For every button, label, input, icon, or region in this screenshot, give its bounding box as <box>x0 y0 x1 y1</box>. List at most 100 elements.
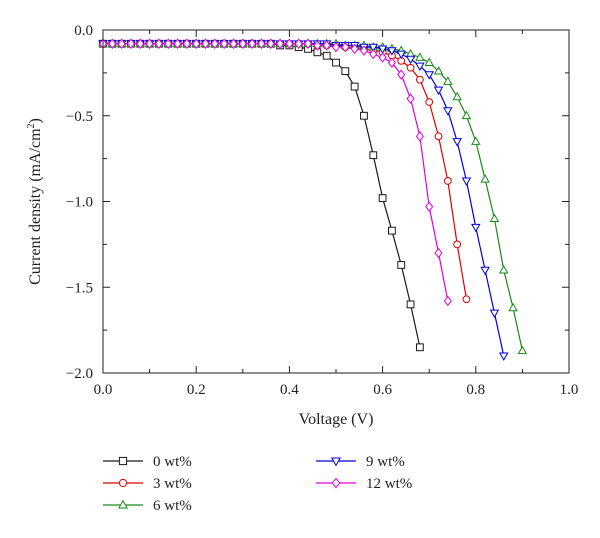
x-tick-label: 1.0 <box>560 382 579 398</box>
legend-label: 9 wt% <box>366 454 405 470</box>
data-point <box>192 38 201 49</box>
data-point <box>210 38 219 49</box>
data-point <box>461 110 472 120</box>
data-point <box>452 138 462 147</box>
data-point <box>397 69 406 80</box>
y-tick-label: −2.0 <box>66 366 93 382</box>
data-point <box>331 41 341 53</box>
legend-item: 6 wt% <box>103 498 192 514</box>
data-point <box>405 55 416 65</box>
y-tick-label: −1.5 <box>66 280 93 296</box>
data-point <box>480 266 490 276</box>
y-tick-label: −1.0 <box>66 195 93 211</box>
x-tick-label: 0.4 <box>280 382 299 398</box>
data-point <box>387 47 397 56</box>
data-point <box>406 300 415 309</box>
series-line <box>103 43 468 300</box>
data-point <box>276 38 285 49</box>
data-point <box>294 38 303 49</box>
legend-item: 3 wt% <box>103 476 192 492</box>
data-point <box>434 132 443 141</box>
data-point <box>433 86 444 96</box>
data-point <box>350 82 359 91</box>
data-point <box>257 38 266 49</box>
data-point <box>415 52 425 61</box>
legend-label: 0 wt% <box>153 454 192 470</box>
data-point <box>238 38 247 49</box>
data-point <box>415 343 424 352</box>
data-point <box>164 38 173 49</box>
legend-label: 6 wt% <box>153 498 192 514</box>
data-point <box>461 177 472 187</box>
data-point <box>118 478 128 488</box>
data-point <box>304 38 313 49</box>
data-point <box>368 43 379 53</box>
data-point <box>360 111 368 120</box>
y-axis-label-main: Current density (mA/cm <box>27 128 44 285</box>
y-tick-label: 0.0 <box>74 23 93 39</box>
data-point <box>425 201 434 212</box>
series-layer <box>98 38 528 361</box>
data-point <box>406 93 415 104</box>
y-axis-label-close: ) <box>27 118 44 123</box>
data-point <box>415 62 425 72</box>
data-point <box>471 223 481 233</box>
data-point <box>182 38 191 49</box>
data-point <box>341 67 350 76</box>
data-point <box>173 38 182 49</box>
data-point <box>471 136 481 145</box>
data-point <box>424 71 434 80</box>
data-point <box>285 38 294 49</box>
data-point <box>331 457 341 467</box>
data-point <box>489 309 500 319</box>
series-6-wt <box>98 38 528 355</box>
data-point <box>145 38 154 49</box>
data-point <box>154 38 163 49</box>
data-point <box>350 43 359 55</box>
series-0-wt <box>99 39 424 352</box>
y-axis-label: Current density (mA/cm2) <box>26 118 44 285</box>
data-point <box>443 107 453 116</box>
data-point <box>498 352 509 361</box>
data-point <box>136 38 145 49</box>
plot-frame <box>102 29 570 374</box>
data-point <box>331 477 341 489</box>
data-point <box>126 38 135 49</box>
data-point <box>425 98 434 106</box>
y-axis-label-superscript: 2 <box>26 123 37 128</box>
data-point <box>489 213 500 223</box>
data-point <box>378 52 387 63</box>
data-point <box>498 264 509 274</box>
data-point <box>341 41 350 53</box>
data-point <box>313 40 322 51</box>
data-point <box>108 38 117 49</box>
data-point <box>453 240 462 249</box>
x-tick-label: 0.0 <box>94 382 113 398</box>
series-line <box>103 43 505 356</box>
series-line <box>103 43 421 348</box>
legend: 0 wt% 3 wt% 6 wt% 9 wt% 12 wt% <box>103 454 412 514</box>
data-point <box>332 58 340 67</box>
series-line <box>103 43 449 302</box>
series-12-wt <box>98 38 452 307</box>
series-9-wt <box>98 40 509 361</box>
legend-label: 3 wt% <box>153 476 192 492</box>
data-point <box>118 499 128 509</box>
data-point <box>480 174 490 183</box>
data-point <box>378 194 387 202</box>
data-point <box>517 345 528 355</box>
data-point <box>508 302 518 312</box>
data-point <box>443 76 453 85</box>
data-point <box>220 38 229 49</box>
data-point <box>118 456 128 466</box>
y-tick-label: −0.5 <box>66 109 93 125</box>
data-point <box>359 45 368 56</box>
legend-item: 9 wt% <box>316 454 405 470</box>
legend-item: 0 wt% <box>103 454 192 470</box>
data-point <box>434 247 443 259</box>
data-point <box>229 38 238 49</box>
data-point <box>452 91 462 101</box>
data-point <box>388 226 396 235</box>
data-point <box>387 57 396 68</box>
axis-ticks <box>102 29 570 374</box>
